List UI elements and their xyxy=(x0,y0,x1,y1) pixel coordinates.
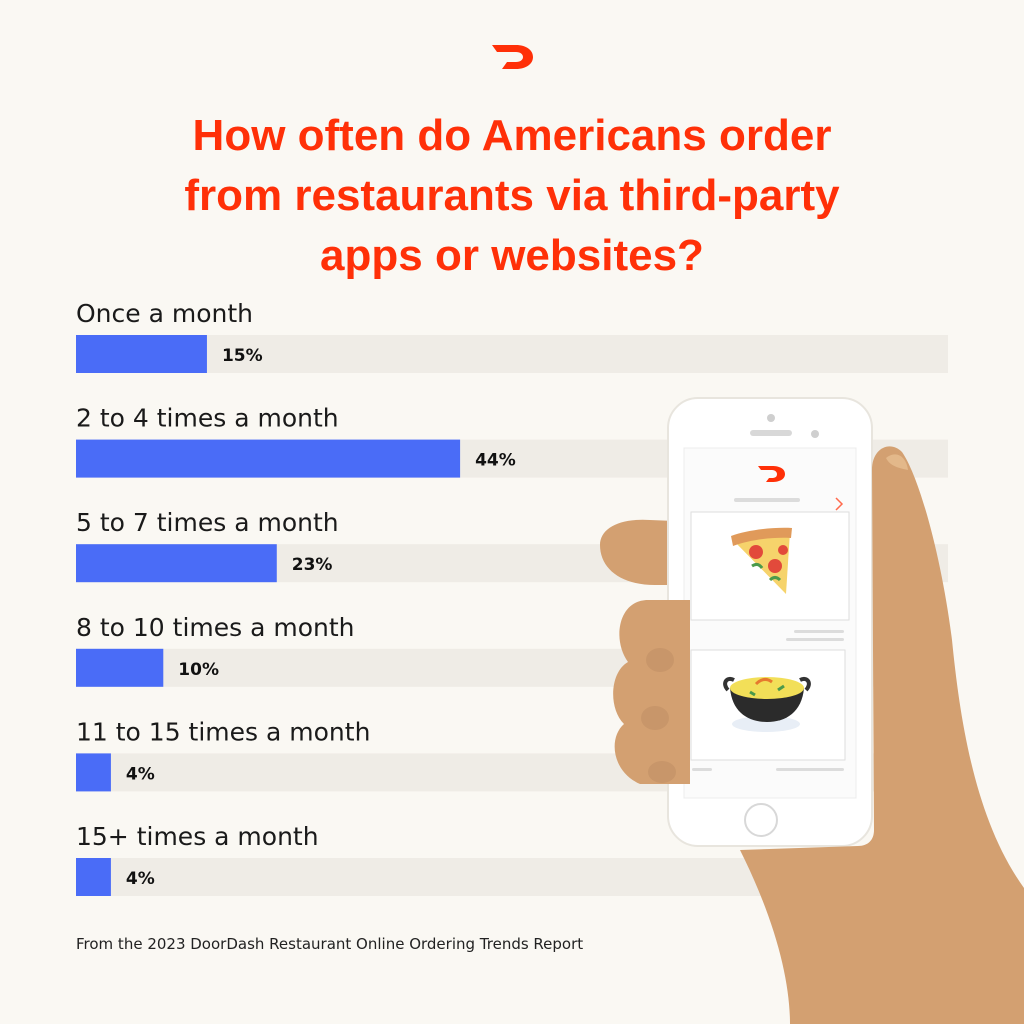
source-note: From the 2023 DoorDash Restaurant Online… xyxy=(76,935,584,953)
category-label: 2 to 4 times a month xyxy=(76,404,339,433)
curry-bowl-icon xyxy=(723,677,811,732)
value-label: 15% xyxy=(222,346,263,366)
bar-track xyxy=(76,335,948,373)
phone-icon xyxy=(667,397,873,847)
category-label: Once a month xyxy=(76,299,253,328)
title-line: from restaurants via third-party xyxy=(184,171,840,220)
doordash-logo-icon xyxy=(492,45,533,69)
category-label: 8 to 10 times a month xyxy=(76,613,355,642)
category-label: 15+ times a month xyxy=(76,822,319,851)
category-label: 5 to 7 times a month xyxy=(76,508,339,537)
bar xyxy=(76,335,207,373)
bar xyxy=(76,648,164,687)
value-label: 4% xyxy=(126,764,155,784)
hand-icon xyxy=(740,446,1024,1024)
value-label: 10% xyxy=(178,660,219,680)
title-line: How often do Americans order xyxy=(192,111,832,160)
value-label: 23% xyxy=(292,555,333,575)
page-title: How often do Americans order from restau… xyxy=(40,106,984,286)
title-line: apps or websites? xyxy=(320,231,704,280)
bar xyxy=(76,439,461,478)
bar xyxy=(76,858,111,896)
bar xyxy=(76,544,277,583)
value-label: 4% xyxy=(126,869,155,889)
category-label: 11 to 15 times a month xyxy=(76,717,370,746)
value-label: 44% xyxy=(475,451,516,471)
bar xyxy=(76,753,111,792)
hand-icon xyxy=(613,600,690,784)
pizza-slice-icon xyxy=(731,527,792,594)
